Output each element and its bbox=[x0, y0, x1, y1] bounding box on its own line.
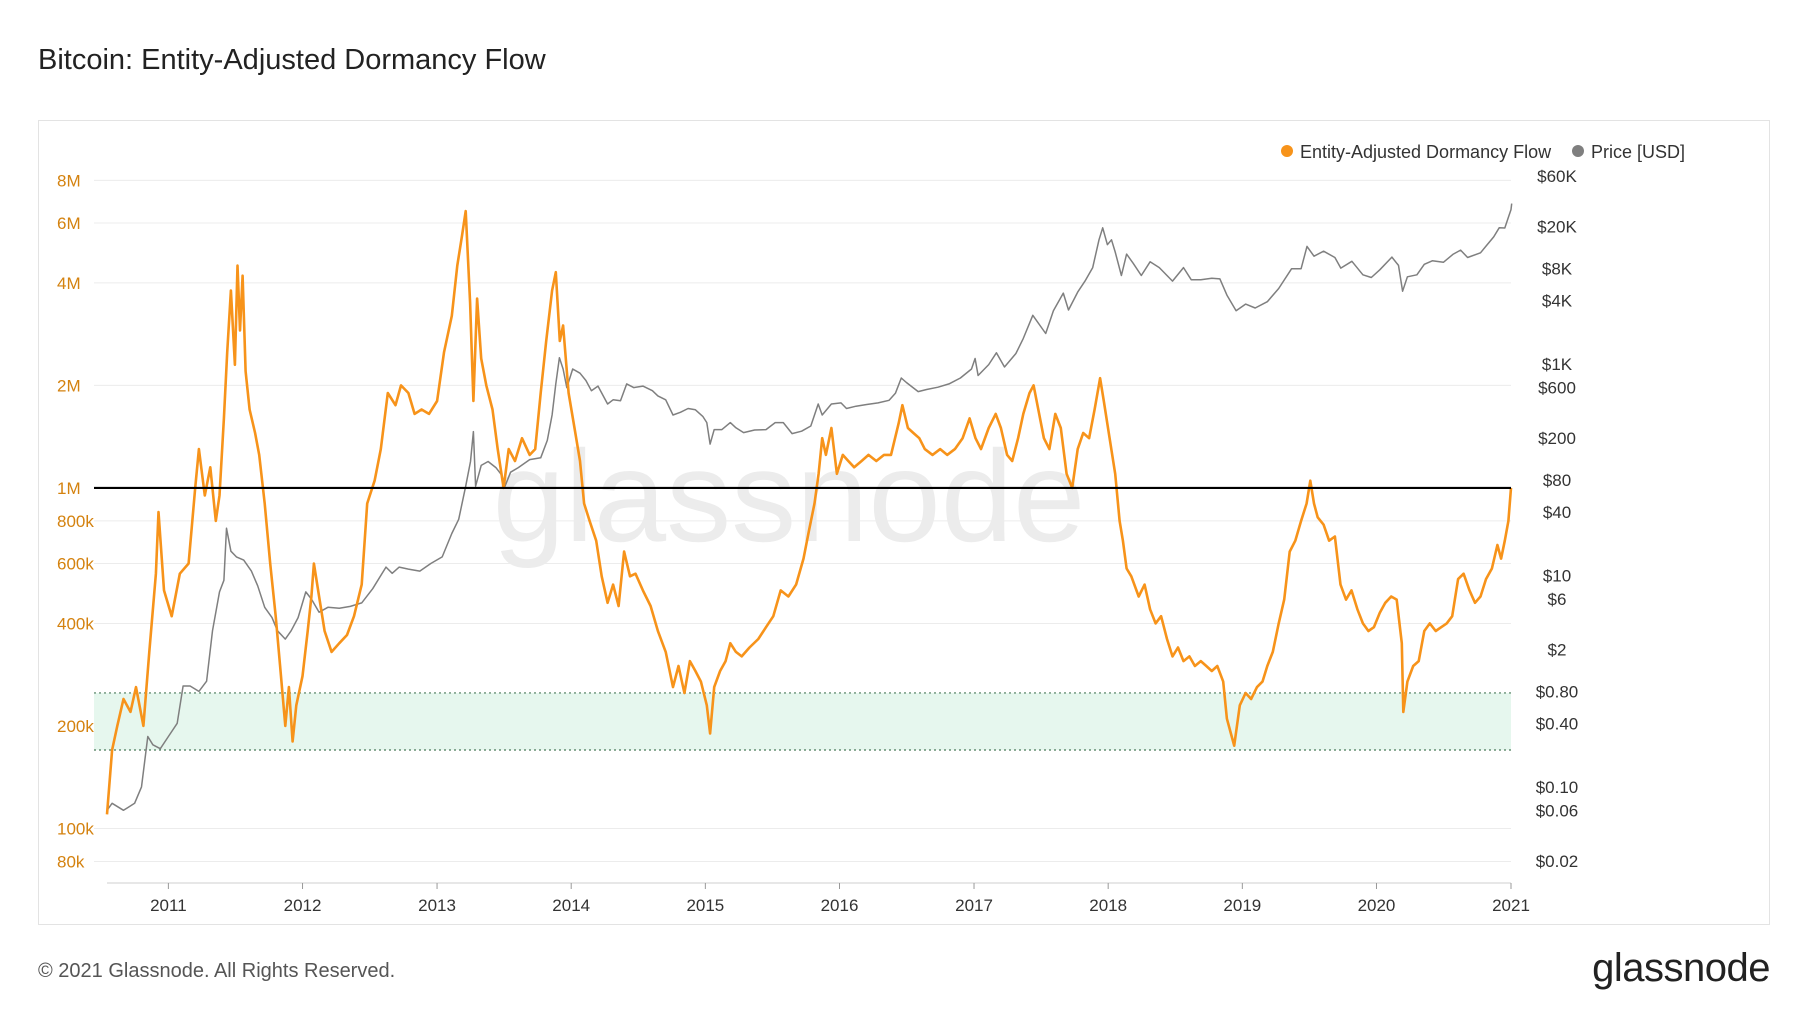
left-axis: 80k 100k 200k 400k 600k 800k 1M 2M 4M 6M 8M bbox=[57, 171, 94, 871]
right-axis-tick-label: $10 bbox=[1543, 567, 1571, 586]
right-axis-tick-label: $4K bbox=[1542, 292, 1573, 311]
price-series bbox=[106, 203, 1513, 812]
right-axis-tick-label: $2 bbox=[1548, 640, 1567, 659]
right-axis-tick-label: $0.02 bbox=[1536, 852, 1579, 871]
legend: Entity-Adjusted Dormancy Flow Price [USD… bbox=[1281, 142, 1685, 162]
left-axis-tick-label: 80k bbox=[57, 852, 85, 871]
right-axis-tick-label: $60K bbox=[1537, 167, 1577, 186]
x-axis-tick-label: 2020 bbox=[1358, 896, 1396, 915]
x-axis-tick-label: 2013 bbox=[418, 896, 456, 915]
watermark-text: glassnode bbox=[493, 423, 1086, 569]
legend-price-label[interactable]: Price [USD] bbox=[1591, 142, 1685, 162]
right-axis-tick-label: $0.40 bbox=[1536, 714, 1579, 733]
price-line bbox=[106, 203, 1513, 812]
x-axis-tick-label: 2017 bbox=[955, 896, 993, 915]
left-axis-tick-label: 4M bbox=[57, 274, 81, 293]
legend-dormancy-label[interactable]: Entity-Adjusted Dormancy Flow bbox=[1300, 142, 1552, 162]
x-axis-tick-label: 2014 bbox=[552, 896, 590, 915]
right-axis-tick-label: $6 bbox=[1548, 590, 1567, 609]
page-title: Bitcoin: Entity-Adjusted Dormancy Flow bbox=[38, 44, 546, 76]
left-axis-tick-label: 2M bbox=[57, 376, 81, 395]
x-axis-tick-label: 2016 bbox=[821, 896, 859, 915]
copyright-text: © 2021 Glassnode. All Rights Reserved. bbox=[38, 960, 396, 982]
x-axis-tick-label: 2012 bbox=[284, 896, 322, 915]
left-axis-tick-label: 6M bbox=[57, 214, 81, 233]
glassnode-logo[interactable]: glassnode bbox=[1592, 946, 1770, 990]
chart-container: glassnode 80k 100k 200k 400k 600k 800k 1M 2M 4M 6… bbox=[38, 120, 1770, 925]
x-axis-tick-label: 2021 bbox=[1492, 896, 1530, 915]
right-axis-tick-label: $80 bbox=[1543, 471, 1571, 490]
left-axis-tick-label: 400k bbox=[57, 614, 94, 633]
band bbox=[94, 692, 1511, 751]
right-axis-tick-label: $0.80 bbox=[1536, 682, 1579, 701]
left-axis-tick-label: 100k bbox=[57, 819, 94, 838]
left-axis-tick-label: 800k bbox=[57, 512, 94, 531]
right-axis: $0.02 $0.06 $0.10 $0.40 $0.80 $2 $6 $10 $40 $80 $2… bbox=[1536, 167, 1579, 871]
right-axis-tick-label: $8K bbox=[1542, 260, 1573, 279]
right-axis-tick-label: $40 bbox=[1543, 503, 1571, 522]
legend-price-marker bbox=[1572, 145, 1584, 157]
left-axis-tick-label: 200k bbox=[57, 717, 94, 736]
right-axis-tick-label: $20K bbox=[1537, 218, 1577, 237]
dormancy-series bbox=[105, 209, 1513, 815]
x-axis-tick-label: 2019 bbox=[1223, 896, 1261, 915]
x-axis-tick-label: 2015 bbox=[686, 896, 724, 915]
left-axis-tick-label: 600k bbox=[57, 554, 94, 573]
left-axis-tick-label: 8M bbox=[57, 171, 81, 190]
right-axis-tick-label: $1K bbox=[1542, 355, 1573, 374]
legend-dormancy-marker bbox=[1281, 145, 1293, 157]
left-axis-tick-label: 1M bbox=[57, 479, 81, 498]
x-axis: 2011 2012 2013 2014 2015 2016 2017 2018 2019 2020… bbox=[107, 882, 1530, 915]
right-axis-tick-label: $200 bbox=[1538, 429, 1576, 448]
x-axis-tick-label: 2011 bbox=[150, 896, 187, 915]
dormancy-flow-chart: glassnode 80k 100k 200k 400k 600k 800k 1M 2M 4M 6… bbox=[57, 142, 1685, 915]
right-axis-tick-label: $600 bbox=[1538, 379, 1576, 398]
x-axis-tick-label: 2018 bbox=[1089, 896, 1127, 915]
right-axis-tick-label: $0.06 bbox=[1536, 801, 1579, 820]
dormancy-flow-line bbox=[105, 209, 1513, 815]
right-axis-tick-label: $0.10 bbox=[1536, 778, 1579, 797]
low-zone-band bbox=[94, 692, 1511, 750]
